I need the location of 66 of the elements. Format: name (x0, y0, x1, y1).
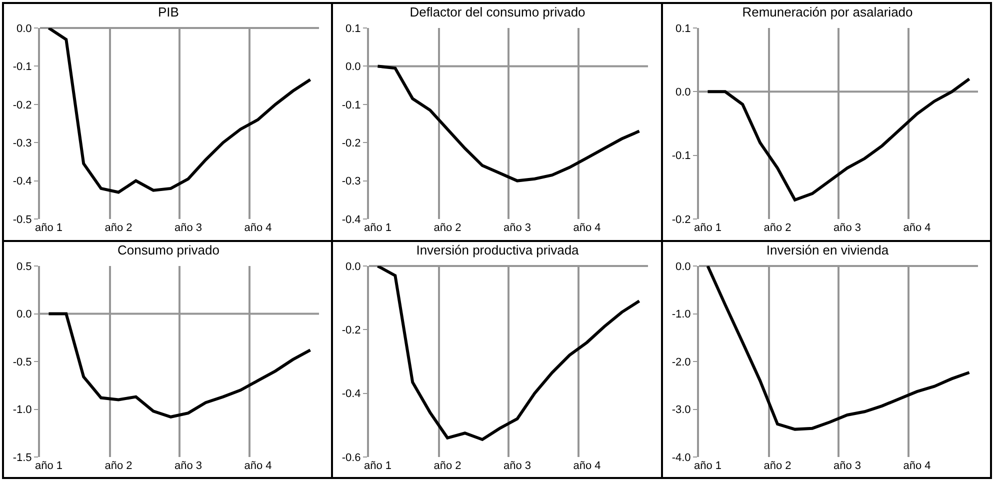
y-tick-label: 0.5 (16, 260, 32, 272)
x-tick-label: año 3 (174, 460, 202, 472)
y-tick-label: 0.1 (346, 22, 362, 35)
x-tick-label: año 2 (104, 222, 132, 234)
y-tick-label: -0.1 (671, 150, 690, 162)
x-tick-label: año 4 (902, 460, 930, 472)
y-tick-label: -0.2 (342, 324, 362, 336)
x-tick-label: año 4 (902, 222, 930, 234)
y-tick-label: -0.3 (342, 176, 362, 188)
x-tick-label: año 2 (763, 222, 791, 234)
x-tick-label: año 2 (434, 222, 462, 234)
y-tick-label: -0.4 (342, 214, 362, 226)
line-series (376, 266, 642, 440)
x-tick-label: año 4 (574, 460, 602, 472)
chart-title: Inversión en vivienda (766, 242, 889, 258)
chart-title: Inversión productiva privada (416, 242, 580, 258)
chart-title: PIB (158, 4, 179, 20)
y-tick-label: 0.0 (675, 86, 690, 99)
x-tick-label: año 1 (694, 460, 722, 472)
y-tick-label: -1.5 (12, 451, 32, 464)
y-tick-label: -1.0 (12, 404, 32, 416)
chart-title: Deflactor del consumo privado (410, 4, 586, 20)
x-tick-label: año 2 (104, 460, 132, 472)
y-tick-label: -0.5 (12, 214, 32, 226)
y-tick-label: -0.4 (12, 176, 32, 188)
line-series (47, 28, 312, 194)
chart-title: Remuneración por asalariado (742, 4, 912, 20)
line-series (376, 64, 642, 182)
x-tick-label: año 3 (174, 222, 202, 234)
y-tick-label: -3.0 (671, 404, 690, 416)
x-tick-label: año 1 (34, 222, 62, 234)
y-tick-label: -2.0 (671, 356, 690, 368)
x-tick-label: año 4 (244, 222, 272, 234)
x-tick-label: año 1 (694, 222, 722, 234)
x-tick-label: año 3 (504, 222, 532, 234)
y-tick-label: -0.6 (342, 451, 362, 464)
y-tick-label: -0.5 (12, 356, 32, 368)
y-tick-label: 0.1 (675, 22, 690, 35)
y-tick-label: 0.0 (346, 61, 362, 74)
line-series (706, 266, 970, 430)
x-tick-label: año 2 (763, 460, 791, 472)
x-tick-label: año 3 (833, 222, 861, 234)
line-series (47, 312, 312, 418)
y-tick-label: -4.0 (671, 451, 690, 464)
y-tick-label: -0.1 (12, 61, 32, 74)
y-tick-label: 0.0 (16, 308, 32, 320)
y-tick-label: 0.0 (675, 260, 690, 272)
y-tick-label: -0.3 (12, 137, 32, 150)
y-tick-label: -0.2 (12, 99, 32, 112)
x-tick-label: año 1 (364, 460, 392, 472)
y-tick-label: -0.2 (671, 214, 690, 226)
chart-title: Consumo privado (118, 242, 220, 258)
x-tick-label: año 1 (364, 222, 392, 234)
x-tick-label: año 3 (833, 460, 861, 472)
x-tick-label: año 2 (434, 460, 462, 472)
y-tick-label: -0.4 (342, 388, 362, 400)
x-tick-label: año 1 (34, 460, 62, 472)
x-tick-label: año 4 (574, 222, 602, 234)
y-tick-label: -1.0 (671, 308, 690, 320)
line-series (706, 77, 970, 202)
x-tick-label: año 3 (504, 460, 532, 472)
y-tick-label: -0.1 (342, 99, 362, 112)
y-tick-label: 0.0 (346, 260, 362, 272)
y-tick-label: 0.0 (16, 22, 32, 35)
x-tick-label: año 4 (244, 460, 272, 472)
y-tick-label: -0.2 (342, 137, 362, 150)
